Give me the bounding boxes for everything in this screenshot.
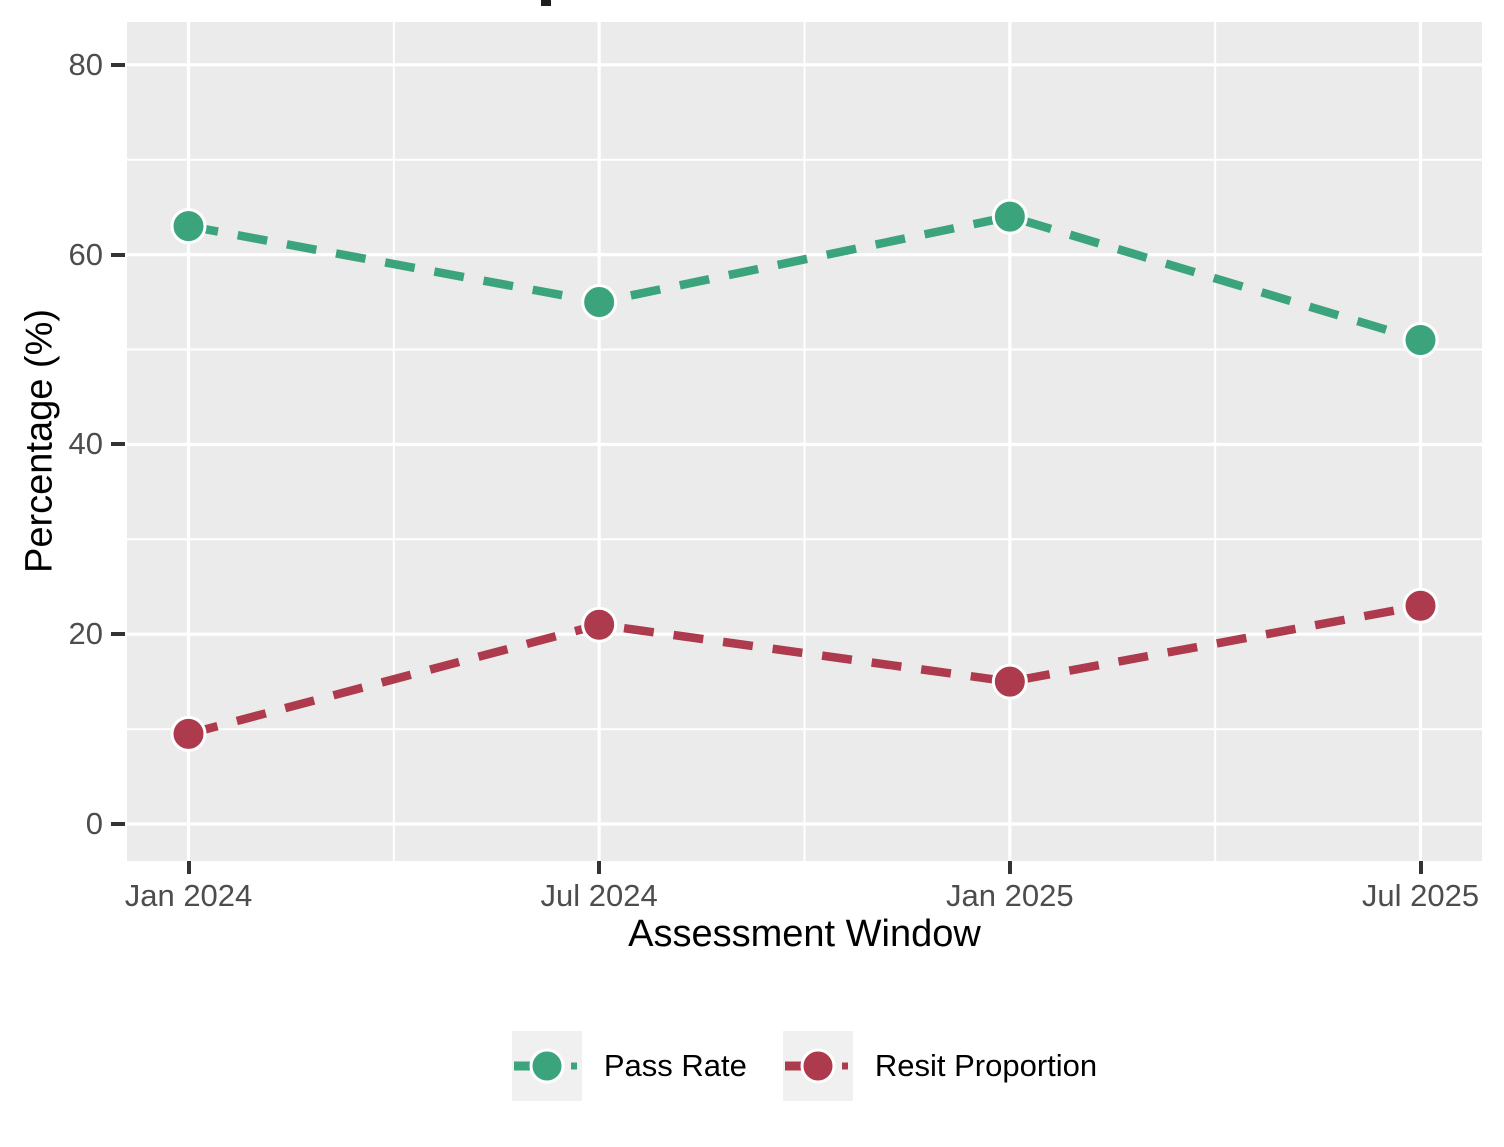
legend-key-pass-rate <box>511 1031 582 1101</box>
legend-line-dash <box>841 1062 848 1070</box>
legend-line-stub <box>784 1061 807 1071</box>
point-pass-rate-jan-2024 <box>170 208 207 245</box>
legend-entry-pass-rate: Pass Rate <box>511 1031 747 1101</box>
legend-line-dash <box>570 1062 577 1070</box>
x-tick-label-2: Jan 2025 <box>946 878 1074 913</box>
x-tick-label-0: Jan 2024 <box>124 878 253 913</box>
legend-line-stub <box>513 1061 536 1071</box>
x-axis-title: Assessment Window <box>628 913 981 955</box>
point-resit-proportion-jan-2024 <box>170 715 207 752</box>
y-tick-mark-20 <box>111 632 125 637</box>
y-tick-mark-80 <box>111 62 125 67</box>
x-tick-label-3: Jul 2025 <box>1361 878 1480 913</box>
point-pass-rate-jan-2025 <box>991 198 1028 235</box>
legend-key-glyph-pass-rate <box>513 1048 577 1084</box>
x-tick-mark-0 <box>186 861 191 874</box>
plot-area <box>127 22 1482 861</box>
legend-entry-resit-proportion: Resit Proportion <box>782 1031 1098 1101</box>
point-resit-proportion-jul-2025 <box>1402 587 1439 624</box>
point-resit-proportion-jan-2025 <box>991 663 1028 700</box>
series-line-resit-proportion <box>187 601 1422 738</box>
series-line-pass-rate <box>187 212 1422 345</box>
legend-point <box>529 1048 565 1084</box>
y-tick-label-60: 60 <box>68 236 103 272</box>
y-tick-label-20: 20 <box>68 616 103 652</box>
plot-panel <box>127 22 1482 861</box>
point-pass-rate-jul-2024 <box>581 284 618 321</box>
legend-key-resit-proportion <box>782 1031 853 1101</box>
y-tick-label-80: 80 <box>68 46 103 82</box>
x-tick-label-1: Jul 2024 <box>540 878 658 913</box>
y-tick-mark-0 <box>111 822 125 826</box>
clipped-title-mark <box>541 0 551 6</box>
legend-label-pass-rate: Pass Rate <box>603 1048 747 1083</box>
legend-point <box>800 1048 836 1084</box>
x-tick-mark-3 <box>1418 861 1423 874</box>
legend-label-resit-proportion: Resit Proportion <box>874 1048 1098 1083</box>
x-tick-mark-1 <box>597 861 602 874</box>
y-tick-mark-60 <box>111 252 125 257</box>
y-axis-title: Percentage (%) <box>18 308 61 574</box>
y-tick-mark-40 <box>111 442 125 447</box>
legend-key-glyph-resit-proportion <box>784 1048 848 1084</box>
y-tick-label-0: 0 <box>85 806 103 841</box>
y-tick-label-40: 40 <box>68 426 103 462</box>
point-resit-proportion-jul-2024 <box>581 606 618 643</box>
point-pass-rate-jul-2025 <box>1402 322 1439 359</box>
legend: Pass Rate Resit Proportion <box>127 1031 1482 1101</box>
x-tick-mark-2 <box>1007 861 1012 874</box>
